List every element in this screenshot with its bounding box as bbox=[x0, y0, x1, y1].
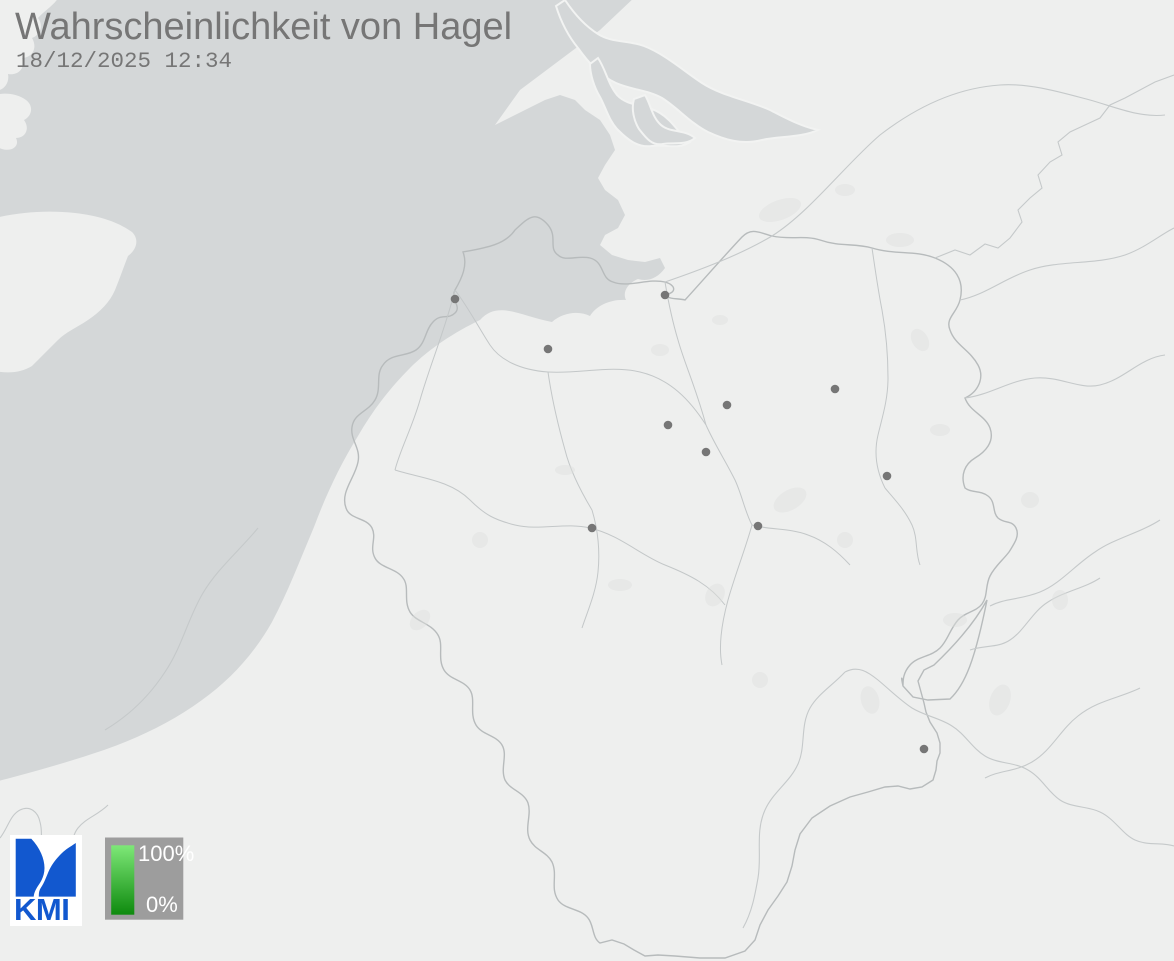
svg-text:0%: 0% bbox=[146, 892, 178, 917]
svg-text:Wahrscheinlichkeit von Hagel: Wahrscheinlichkeit von Hagel bbox=[15, 6, 512, 48]
svg-text:18/12/2025 12:34: 18/12/2025 12:34 bbox=[16, 48, 232, 74]
svg-text:100%: 100% bbox=[138, 841, 194, 866]
svg-text:KMI: KMI bbox=[14, 892, 69, 927]
